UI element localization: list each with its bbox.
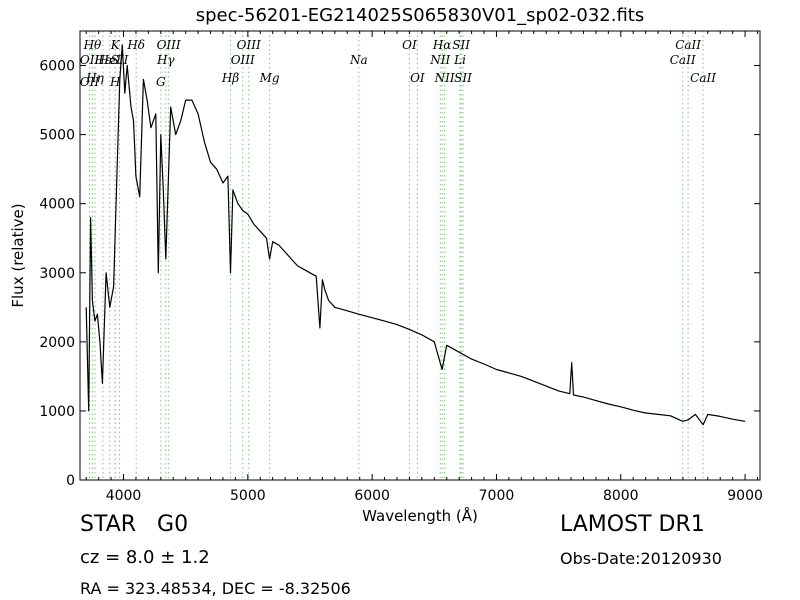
- spectral-line-label: CaII: [675, 38, 701, 52]
- spectral-line-label: OII: [80, 53, 100, 67]
- x-tick-label: 7000: [479, 488, 515, 504]
- spectral-line-label: G: [156, 75, 166, 89]
- x-tick-label: 4000: [106, 488, 142, 504]
- spectral-line-label: CaII: [670, 53, 696, 67]
- spectral-line-label: OIII: [231, 53, 255, 67]
- y-tick-label: 6000: [39, 59, 75, 75]
- spectral-line-label: Hγ: [156, 53, 175, 67]
- spectral-line-label: OI: [410, 71, 425, 85]
- y-tick-label: 2000: [39, 335, 75, 351]
- spectral-line-label: HeI: [98, 53, 122, 67]
- spectral-line-label: Hα: [432, 38, 452, 52]
- object-subclass: G0: [157, 512, 189, 537]
- spectral-line-label: K: [110, 38, 121, 52]
- x-tick-label: 6000: [354, 488, 390, 504]
- spectral-line-label: SII: [454, 71, 472, 85]
- x-axis-label: Wavelength (Å): [362, 506, 478, 525]
- spectral-line-label: SII: [452, 38, 470, 52]
- object-class: STAR: [80, 512, 137, 537]
- spectral-line-label: OI: [402, 38, 417, 52]
- spectral-line-label: Hη: [85, 71, 104, 85]
- spectral-line-label: OII: [80, 75, 100, 89]
- spectral-line-label: Mg: [259, 71, 280, 85]
- spectral-line-label: Hε: [94, 53, 112, 67]
- spectral-line-label: Hθ: [83, 38, 102, 52]
- x-tick-label: 5000: [230, 488, 266, 504]
- spectral-line-label: Li: [453, 53, 466, 67]
- spectral-line-label: CaII: [690, 71, 716, 85]
- spectral-line-label: Hβ: [221, 71, 239, 85]
- observation-date: Obs-Date:20120930: [560, 549, 722, 568]
- y-tick-label: 3000: [39, 266, 75, 282]
- object-classification: STAR G0: [80, 512, 188, 537]
- y-tick-label: 4000: [39, 197, 75, 213]
- y-tick-label: 0: [66, 473, 75, 489]
- spectral-line-label: SII: [111, 53, 129, 67]
- y-tick-label: 1000: [39, 404, 75, 420]
- spectral-line-label: OIII: [237, 38, 261, 52]
- spectral-line-label: NII: [434, 71, 455, 85]
- spectral-line-label: H: [109, 75, 121, 89]
- x-tick-label: 9000: [727, 488, 763, 504]
- x-tick-label: 8000: [603, 488, 639, 504]
- spectral-line-label: Na: [349, 53, 368, 67]
- redshift-value: cz = 8.0 ± 1.2: [80, 547, 210, 568]
- survey-name: LAMOST DR1: [560, 512, 705, 537]
- coordinates: RA = 323.48534, DEC = -8.32506: [80, 579, 351, 598]
- chart-title: spec-56201-EG214025S065830V01_sp02-032.f…: [195, 5, 645, 26]
- y-tick-label: 5000: [39, 128, 75, 144]
- plot-frame: [79, 30, 761, 481]
- spectrum-line: [85, 44, 746, 426]
- spectral-line-label: OIII: [157, 38, 181, 52]
- spectral-line-label: Hδ: [126, 38, 145, 52]
- spectral-line-label: NII: [429, 53, 450, 67]
- y-axis-label: Flux (relative): [9, 203, 27, 307]
